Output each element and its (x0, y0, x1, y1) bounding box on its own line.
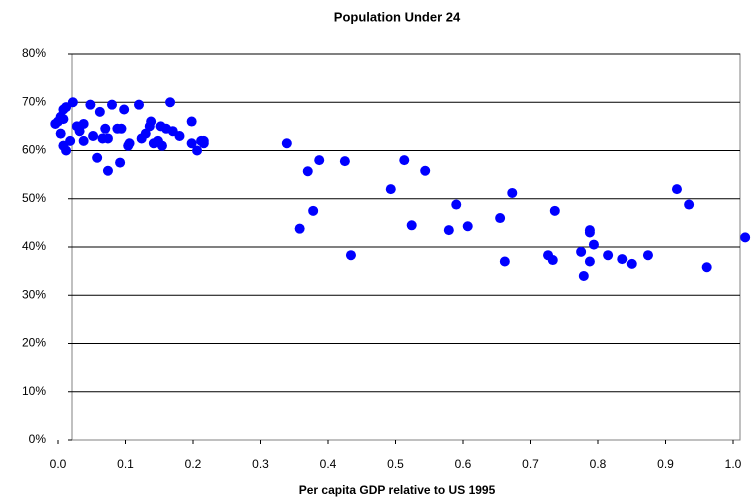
point (385, 184, 396, 195)
x-tick-label: 0.5 (387, 457, 404, 471)
point (588, 239, 599, 250)
point (578, 270, 589, 281)
x-tick-label: 0.8 (590, 457, 607, 471)
y-tick-label: 10% (22, 384, 46, 398)
point (192, 145, 203, 156)
point (61, 145, 72, 156)
point (671, 184, 682, 195)
point (617, 254, 628, 265)
point (294, 223, 305, 234)
point (67, 97, 78, 108)
point (198, 138, 209, 149)
point (642, 250, 653, 261)
point (65, 135, 76, 146)
x-tick-label: 1.0 (725, 457, 742, 471)
point (186, 116, 197, 127)
point (740, 232, 751, 243)
point (701, 262, 712, 273)
y-tick-label: 20% (22, 336, 46, 350)
point (102, 165, 113, 176)
y-tick-label: 80% (22, 46, 46, 60)
x-tick-label: 0.3 (252, 457, 269, 471)
point (576, 246, 587, 257)
point (94, 106, 105, 117)
chart-title: Population Under 24 (334, 9, 461, 24)
y-tick-label: 50% (22, 191, 46, 205)
point (302, 166, 313, 177)
x-tick-label: 0.1 (117, 457, 134, 471)
point (78, 135, 89, 146)
point (399, 155, 410, 166)
y-tick-label: 0% (29, 432, 47, 446)
x-axis-title: Per capita GDP relative to US 1995 (299, 483, 496, 497)
point (85, 99, 96, 110)
point (345, 250, 356, 261)
x-tick-label: 0.0 (50, 457, 67, 471)
point (174, 131, 185, 142)
point (58, 114, 69, 125)
point (156, 140, 167, 151)
point (507, 187, 518, 198)
point (92, 152, 103, 163)
point (443, 225, 454, 236)
point (547, 255, 558, 266)
point (165, 97, 176, 108)
point (134, 99, 144, 110)
point (78, 118, 89, 129)
point (88, 131, 99, 142)
point (144, 121, 155, 132)
point (584, 256, 595, 267)
x-tick-label: 0.4 (320, 457, 337, 471)
point (115, 157, 126, 168)
point (124, 138, 135, 149)
y-tick-label: 30% (22, 287, 46, 301)
point (55, 128, 66, 139)
point (549, 205, 560, 216)
point (451, 199, 462, 210)
point (626, 258, 637, 269)
point (339, 156, 350, 167)
y-tick-label: 40% (22, 239, 46, 253)
x-tick-label: 0.6 (455, 457, 472, 471)
point (119, 104, 130, 115)
point (308, 205, 319, 216)
y-tick-label: 60% (22, 143, 46, 157)
x-tick-label: 0.9 (657, 457, 674, 471)
point (684, 199, 695, 210)
point (462, 221, 473, 232)
point (186, 138, 197, 149)
y-tick-label: 70% (22, 94, 46, 108)
point (499, 256, 510, 267)
point (603, 250, 614, 261)
x-tick-label: 0.2 (185, 457, 202, 471)
point (281, 138, 292, 149)
point (314, 155, 325, 166)
point (584, 227, 595, 238)
point (420, 165, 431, 176)
x-tick-label: 0.7 (522, 457, 539, 471)
point (107, 99, 117, 110)
point (495, 213, 506, 224)
point (406, 220, 417, 231)
point (116, 123, 127, 134)
point (102, 133, 113, 144)
point (100, 123, 111, 134)
